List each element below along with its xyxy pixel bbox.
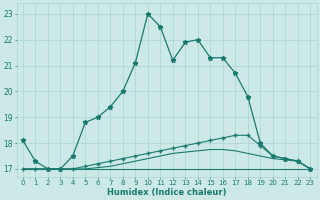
- X-axis label: Humidex (Indice chaleur): Humidex (Indice chaleur): [107, 188, 226, 197]
